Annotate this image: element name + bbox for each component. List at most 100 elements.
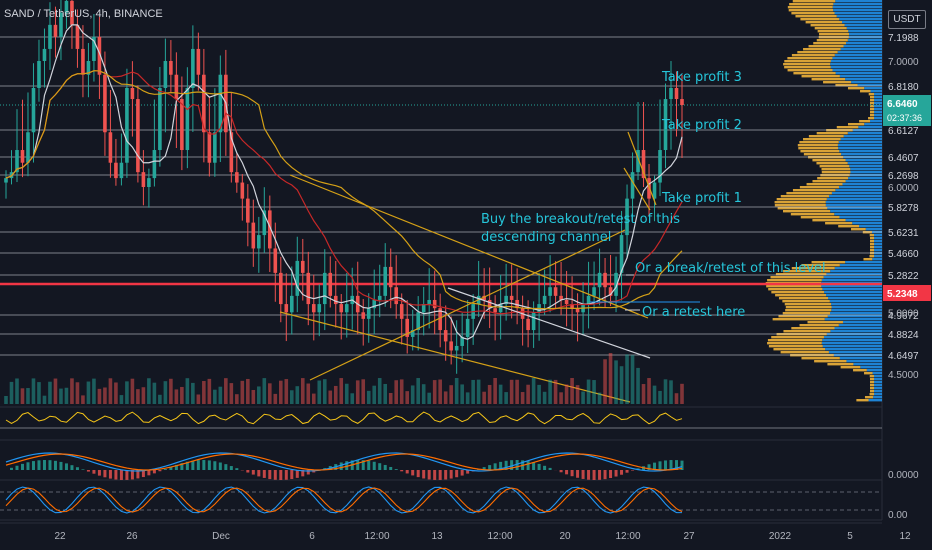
- volume-bar: [251, 389, 256, 404]
- volume-profile-bar-sell: [799, 141, 839, 144]
- macd-bar: [658, 461, 662, 470]
- volume-profile-bar-buy: [837, 51, 882, 54]
- macd-bar: [405, 470, 409, 474]
- volume-bars: [4, 353, 684, 404]
- volume-bar: [586, 379, 591, 404]
- volume-bar: [361, 379, 366, 404]
- candle-body: [196, 48, 201, 75]
- macd-bar: [532, 462, 536, 470]
- macd-bar: [378, 463, 382, 470]
- volume-bar: [559, 392, 563, 404]
- macd-bar: [609, 470, 613, 479]
- volume-bar: [372, 385, 377, 404]
- volume-profile-bar-buy: [874, 111, 882, 114]
- candle-body: [278, 272, 283, 305]
- candle-body: [460, 336, 464, 346]
- volume-profile-bar-sell: [869, 234, 874, 237]
- currency-button[interactable]: USDT: [888, 10, 926, 29]
- candle-body: [641, 150, 646, 179]
- volume-profile-bar-buy: [845, 261, 882, 264]
- volume-profile-bar-sell: [835, 84, 858, 87]
- volume-profile-bar-sell: [870, 378, 874, 381]
- macd-bar: [543, 465, 547, 470]
- volume-profile-bar-sell: [870, 96, 874, 99]
- candle-body: [81, 48, 85, 75]
- volume-profile-bar-sell: [775, 294, 827, 297]
- volume-bar: [438, 379, 442, 404]
- volume-profile-bar-buy: [835, 189, 882, 192]
- macd-bar: [389, 466, 393, 470]
- volume-profile-bar-sell: [859, 120, 871, 123]
- macd-bar: [488, 465, 492, 470]
- volume-bar: [471, 379, 475, 404]
- volume-bar: [432, 380, 437, 404]
- volume-profile-bar-sell: [801, 357, 840, 360]
- volume-bar: [355, 380, 360, 404]
- volume-profile-bar-buy: [874, 243, 882, 246]
- candle-body: [218, 74, 223, 133]
- volume-bar: [504, 392, 508, 404]
- macd-bar: [455, 470, 459, 478]
- volume-profile-bar-buy: [874, 105, 882, 108]
- volume-profile-bar-sell: [819, 33, 850, 36]
- volume-bar: [515, 379, 519, 404]
- volume-profile-bar-buy: [874, 99, 882, 102]
- volume-bar: [328, 390, 333, 404]
- volume-profile-bar-buy: [853, 363, 882, 366]
- candle-body: [548, 287, 552, 296]
- volume-profile-bar-sell: [801, 264, 840, 267]
- volume-profile-bar-sell: [787, 6, 833, 9]
- macd-bar: [647, 464, 651, 470]
- volume-bar: [59, 388, 63, 404]
- macd-bar: [438, 470, 442, 480]
- volume-profile-bar-sell: [798, 147, 839, 150]
- current-price-label: 6.6460: [887, 99, 918, 110]
- macd-bar: [295, 470, 299, 478]
- volume-bar: [81, 395, 85, 404]
- candle-body: [4, 178, 8, 183]
- volume-profile-bar-sell: [766, 285, 822, 288]
- volume-bar: [526, 384, 530, 404]
- macd-bar: [394, 469, 398, 470]
- macd-bar: [345, 461, 349, 470]
- volume-bar: [531, 378, 536, 404]
- volume-profile-bar-buy: [874, 234, 882, 237]
- volume-profile-bar-sell: [767, 279, 822, 282]
- volume-profile-bar-buy: [832, 6, 882, 9]
- annotation-take-profit-1: Take profit 1: [662, 191, 742, 206]
- macd-bar: [81, 469, 85, 470]
- volume-profile-bar-buy: [840, 138, 882, 141]
- candle-body: [268, 210, 272, 249]
- volume-profile-bar-buy: [824, 318, 882, 321]
- volume-profile-bar-sell: [870, 99, 874, 102]
- volume-profile-bar-sell: [870, 102, 874, 105]
- macd-bar: [400, 470, 404, 472]
- volume-profile-bar-sell: [823, 81, 852, 84]
- volume-profile-bar-sell: [776, 198, 827, 201]
- price-level-tag-bg: [883, 78, 931, 94]
- candle-body: [147, 178, 151, 187]
- macd-bar: [213, 461, 217, 470]
- volume-profile-bar-sell: [783, 270, 831, 273]
- candle-body: [531, 312, 536, 331]
- candle-body: [136, 99, 140, 173]
- ascending-trendline: [309, 229, 626, 381]
- volume-profile-bar-buy: [835, 0, 882, 3]
- candle-body: [322, 272, 327, 305]
- macd-bar: [207, 460, 211, 470]
- macd-bar: [680, 460, 684, 470]
- volume-profile-bar-sell: [792, 189, 836, 192]
- price-level-tag-bg: [883, 149, 931, 165]
- volume-bar: [289, 390, 294, 404]
- macd-bar: [493, 463, 497, 470]
- volume-profile-bar-sell: [810, 24, 845, 27]
- macd-bar: [273, 470, 277, 480]
- macd-bar: [86, 470, 90, 472]
- volume-profile-bar-sell: [784, 66, 831, 69]
- volume-bar: [350, 393, 355, 404]
- volume-bar: [119, 395, 124, 404]
- candle-body: [130, 87, 135, 100]
- volume-profile-bar-sell: [783, 63, 831, 66]
